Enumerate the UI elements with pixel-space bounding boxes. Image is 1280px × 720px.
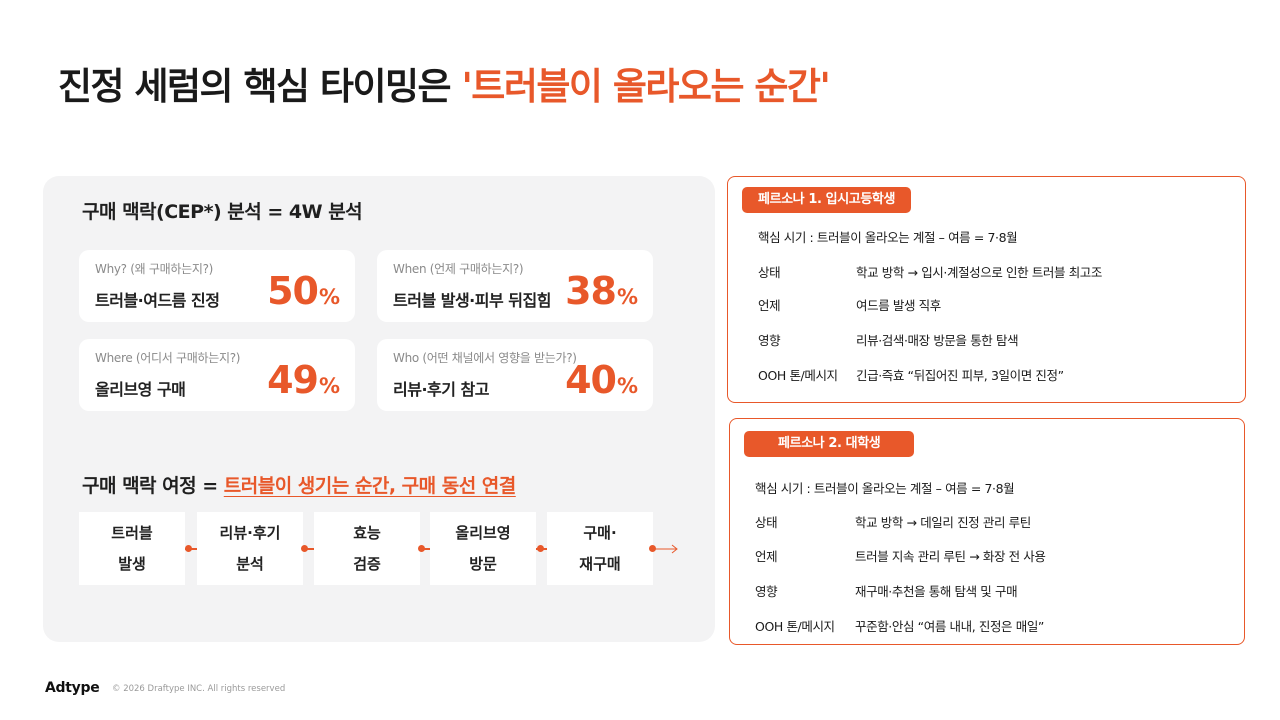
copyright-text: © 2026 Draftype INC. All rights reserved bbox=[112, 684, 286, 694]
persona-row-label: 영향 bbox=[755, 584, 778, 599]
card-question: Why? (왜 구매하는지?) bbox=[95, 262, 214, 276]
persona-row-label: 상태 bbox=[758, 265, 781, 280]
card-question: Where (어디서 구매하는지?) bbox=[95, 351, 241, 365]
journey-heading-highlight: 트러블이 생기는 순간, 구매 동선 연결 bbox=[223, 475, 517, 497]
card-answer: 트러블 발생·피부 뒤집힘 bbox=[393, 291, 551, 310]
persona-row-label: OOH 톤/메시지 bbox=[758, 368, 838, 383]
card-where: Where (어디서 구매하는지?) 올리브영 구매 49% bbox=[79, 339, 355, 411]
analysis-heading: 구매 맥락(CEP*) 분석 = 4W 분석 bbox=[82, 201, 363, 223]
persona-row-label: 영향 bbox=[758, 333, 781, 348]
persona-tag: 페르소나 2. 대학생 bbox=[744, 431, 915, 457]
persona-tag: 페르소나 1. 입시고등학생 bbox=[742, 187, 912, 213]
journey-heading-prefix: 구매 맥락 여정 = bbox=[82, 475, 224, 497]
card-why: Why? (왜 구매하는지?) 트러블·여드름 진정 50% bbox=[79, 250, 355, 322]
arrow-right-icon bbox=[652, 544, 678, 554]
journey-connector bbox=[420, 548, 430, 550]
persona-row-value: 긴급·즉효 “뒤집어진 피부, 3일이면 진정” bbox=[856, 368, 1064, 383]
card-when: When (언제 구매하는지?) 트러블 발생·피부 뒤집힘 38% bbox=[377, 250, 653, 322]
persona-row-value: 학교 방학 → 데일리 진정 관리 루틴 bbox=[855, 515, 1031, 530]
persona-card-1 bbox=[727, 176, 1246, 403]
persona-key-period: 핵심 시기 : 트러블이 올라오는 계절 – 여름 = 7·8월 bbox=[758, 230, 1018, 245]
connector-dot bbox=[301, 545, 308, 552]
card-percent: 49% bbox=[267, 358, 340, 402]
persona-row-value: 트러블 지속 관리 루틴 → 화장 전 사용 bbox=[855, 549, 1046, 564]
brand-logo: Adtype bbox=[45, 680, 100, 696]
persona-row-label: 언제 bbox=[758, 298, 781, 313]
journey-step: 효능 검증 bbox=[314, 512, 420, 585]
journey-step: 리뷰·후기 분석 bbox=[197, 512, 303, 585]
persona-row-value: 학교 방학 → 입시·계절성으로 인한 트러블 최고조 bbox=[856, 265, 1102, 280]
persona-row-label: OOH 톤/메시지 bbox=[755, 619, 835, 634]
card-percent: 38% bbox=[565, 269, 638, 313]
journey-step: 트러블 발생 bbox=[79, 512, 185, 585]
connector-dot bbox=[185, 545, 192, 552]
card-answer: 트러블·여드름 진정 bbox=[95, 291, 220, 310]
card-question: Who (어떤 채널에서 영향을 받는가?) bbox=[393, 351, 577, 365]
card-answer: 올리브영 구매 bbox=[95, 380, 186, 399]
card-who: Who (어떤 채널에서 영향을 받는가?) 리뷰·후기 참고 40% bbox=[377, 339, 653, 411]
journey-step: 구매· 재구매 bbox=[547, 512, 653, 585]
persona-row-value: 꾸준함·안심 “여름 내내, 진정은 매일” bbox=[855, 619, 1044, 634]
card-answer: 리뷰·후기 참고 bbox=[393, 380, 489, 399]
journey-step: 올리브영 방문 bbox=[430, 512, 536, 585]
journey-heading: 구매 맥락 여정 = 트러블이 생기는 순간, 구매 동선 연결 bbox=[82, 471, 516, 498]
card-question: When (언제 구매하는지?) bbox=[393, 262, 524, 276]
persona-row-label: 언제 bbox=[755, 549, 778, 564]
persona-key-period: 핵심 시기 : 트러블이 올라오는 계절 – 여름 = 7·8월 bbox=[755, 481, 1015, 496]
connector-dot bbox=[537, 545, 544, 552]
persona-row-value: 리뷰·검색·매장 방문을 통한 탐색 bbox=[856, 333, 1019, 348]
title-prefix: 진정 세럼의 핵심 타이밍은 bbox=[58, 65, 462, 108]
card-percent: 50% bbox=[267, 269, 340, 313]
title-accent: '트러블이 올라오는 순간' bbox=[461, 65, 830, 108]
persona-row-label: 상태 bbox=[755, 515, 778, 530]
card-percent: 40% bbox=[565, 358, 638, 402]
connector-dot bbox=[418, 545, 425, 552]
journey-connector bbox=[303, 548, 314, 550]
persona-row-value: 재구매·추천을 통해 탐색 및 구매 bbox=[855, 584, 1018, 599]
persona-row-value: 여드름 발생 직후 bbox=[856, 298, 941, 313]
page-title: 진정 세럼의 핵심 타이밍은 '트러블이 올라오는 순간' bbox=[58, 56, 831, 110]
